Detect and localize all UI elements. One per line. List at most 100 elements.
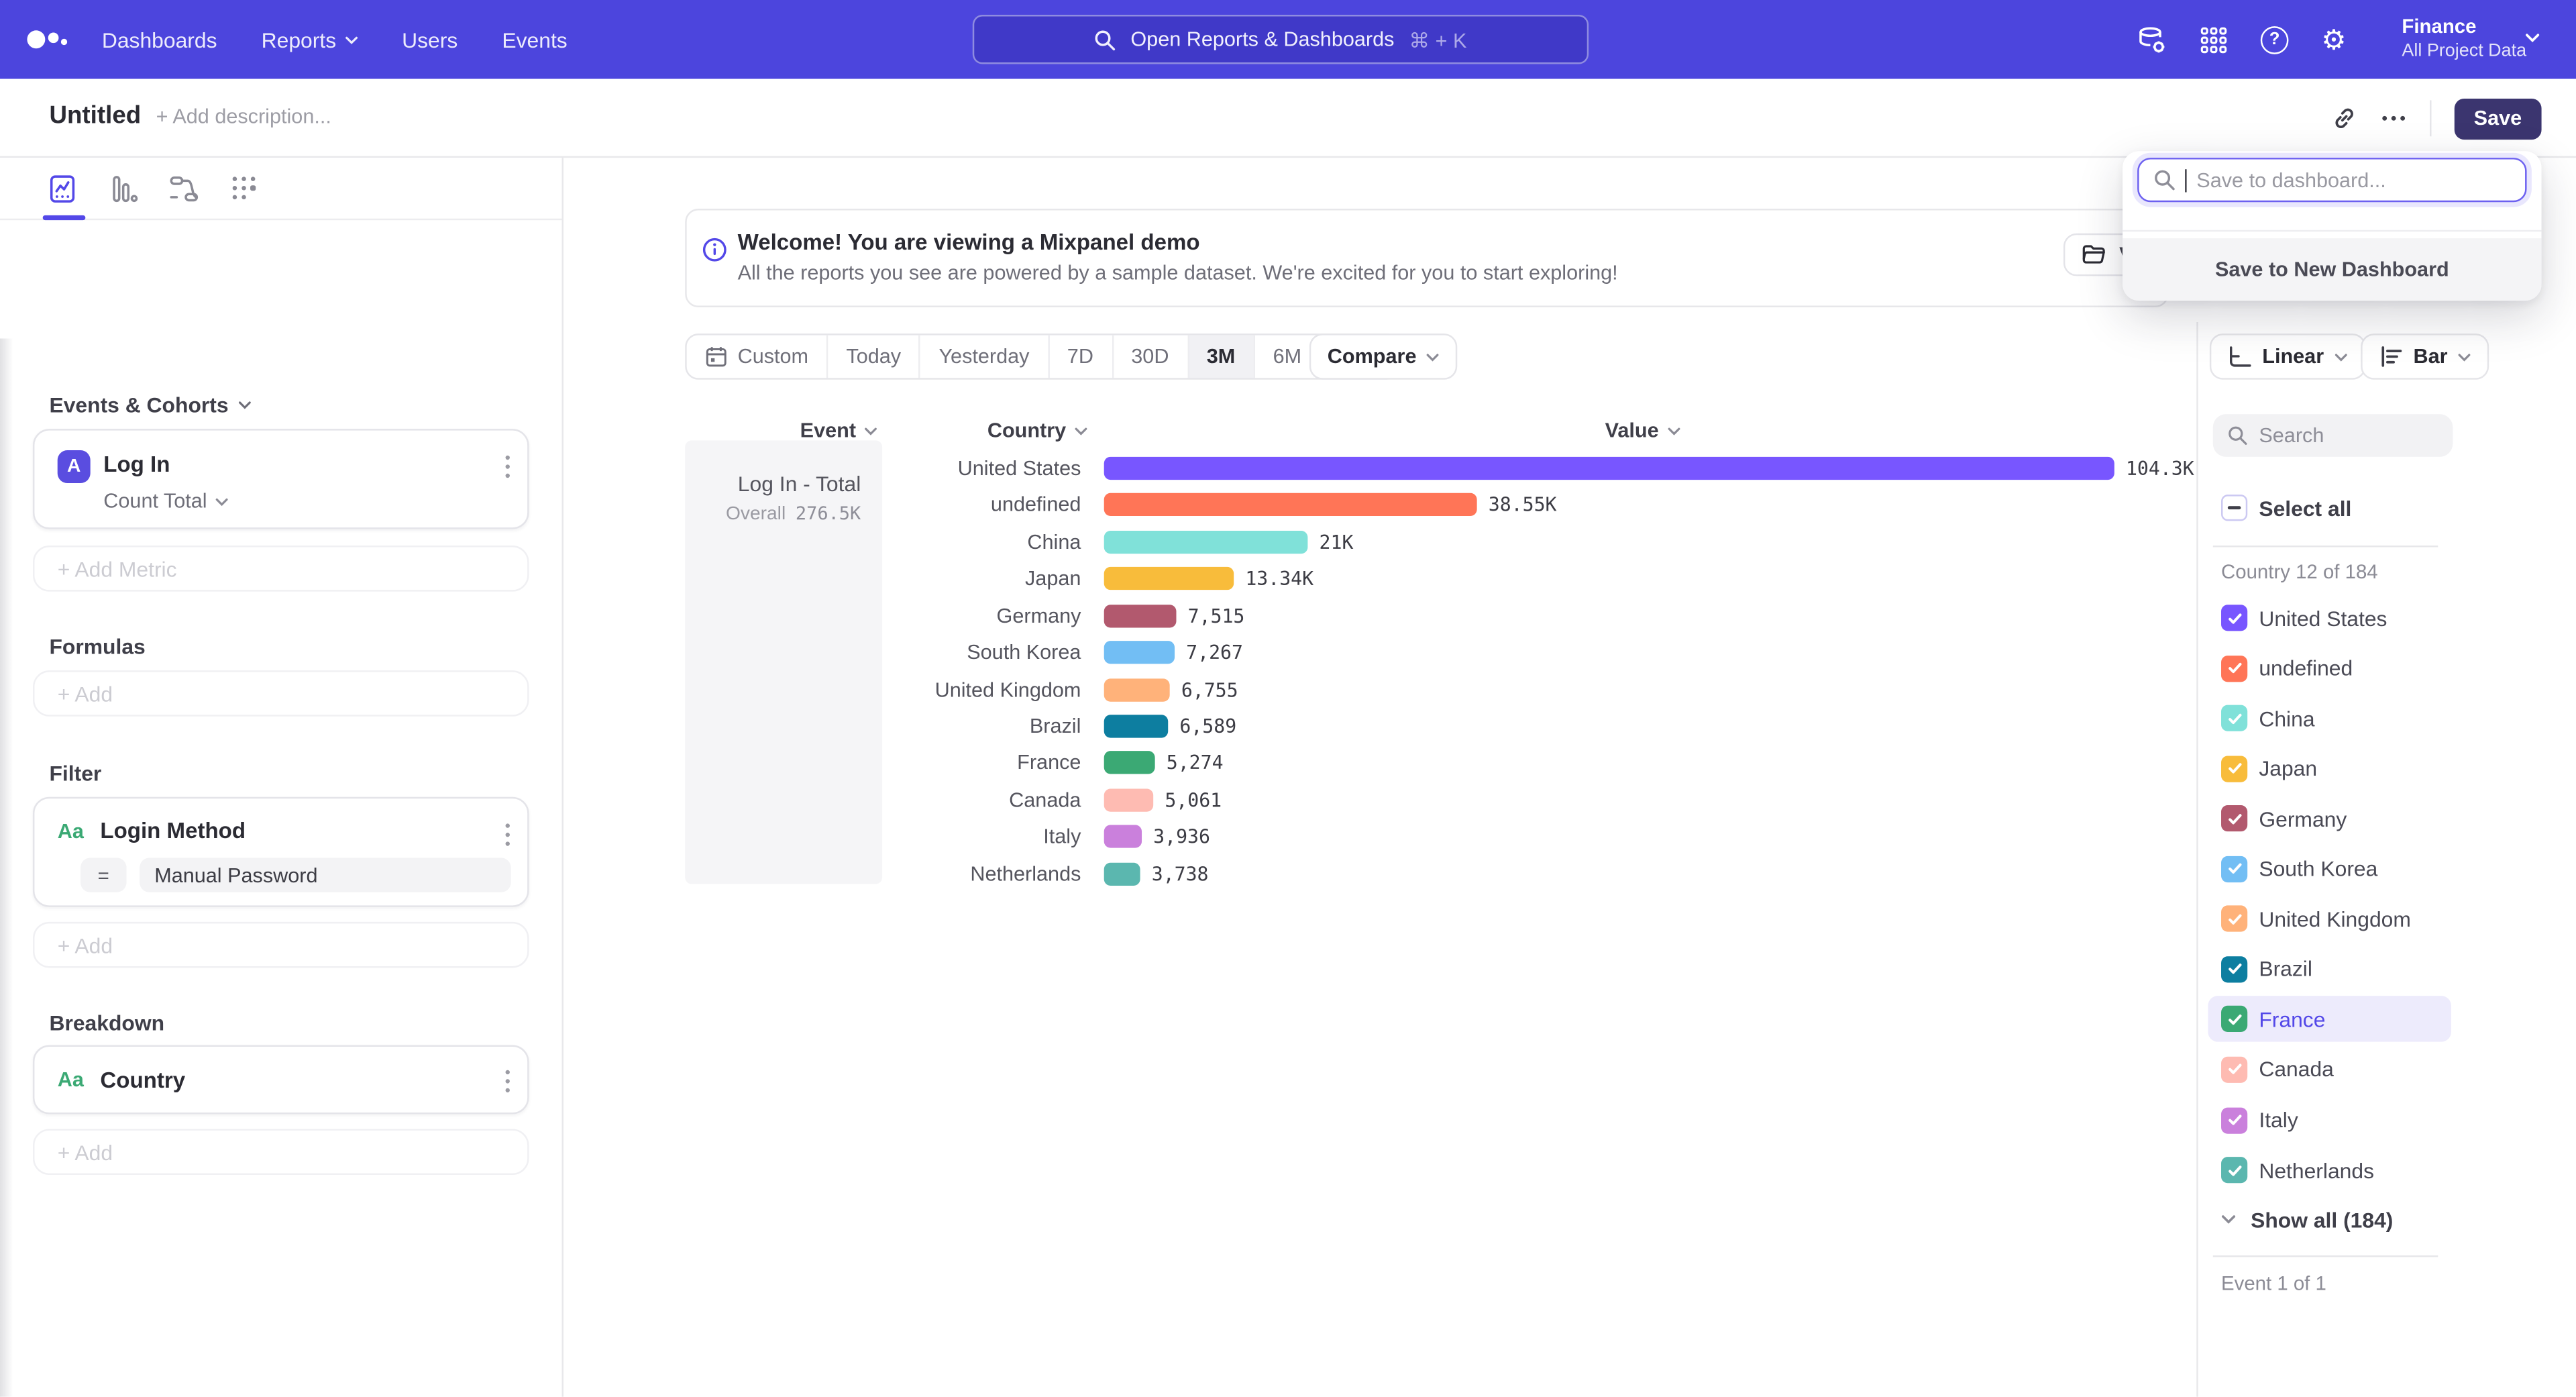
bar-brazil[interactable] <box>1104 715 1169 737</box>
checkbox-brazil[interactable] <box>2221 956 2247 982</box>
add-filter-button[interactable]: + Add <box>33 922 529 968</box>
aggregation-dropdown[interactable]: Count Total <box>103 490 228 513</box>
events-cohorts-header[interactable]: Events & Cohorts <box>49 393 251 417</box>
bar-netherlands[interactable] <box>1104 862 1140 885</box>
legend-search-input[interactable] <box>2259 424 2423 447</box>
nav-reports[interactable]: Reports <box>262 27 358 52</box>
filter-value[interactable]: Manual Password <box>140 858 511 892</box>
bar-south-korea[interactable] <box>1104 641 1175 664</box>
data-management-icon[interactable] <box>2136 24 2167 56</box>
tab-retention-icon[interactable] <box>228 172 261 205</box>
settings-gear-icon[interactable] <box>2321 25 2346 54</box>
checkbox-united-states[interactable] <box>2221 605 2247 631</box>
date-option-3m[interactable]: 3M <box>1187 335 1253 378</box>
date-option-7d[interactable]: 7D <box>1047 335 1111 378</box>
tab-insights-icon[interactable] <box>46 172 79 205</box>
legend-item-undefined[interactable]: undefined <box>2208 645 2451 691</box>
bar-canada[interactable] <box>1104 788 1153 811</box>
bar-italy[interactable] <box>1104 825 1142 848</box>
legend-search-field[interactable] <box>2213 414 2453 457</box>
add-description-field[interactable]: + Add description... <box>156 105 331 128</box>
apps-grid-icon[interactable] <box>2200 25 2228 54</box>
more-options-icon[interactable] <box>2380 115 2406 121</box>
column-header-event[interactable]: Event <box>800 419 877 442</box>
nav-dashboards[interactable]: Dashboards <box>102 27 217 52</box>
filter-kebab-icon[interactable] <box>504 821 511 847</box>
breakdown-property-name[interactable]: Country <box>100 1068 185 1093</box>
legend-item-china[interactable]: China <box>2208 695 2451 741</box>
divider <box>2123 230 2541 231</box>
legend-item-united-kingdom[interactable]: United Kingdom <box>2208 896 2451 942</box>
bar-united-kingdom[interactable] <box>1104 678 1170 701</box>
legend-item-canada[interactable]: Canada <box>2208 1047 2451 1093</box>
nav-users[interactable]: Users <box>402 27 458 52</box>
bar-germany[interactable] <box>1104 604 1177 627</box>
chart-type-dropdown[interactable]: Bar <box>2361 333 2489 380</box>
overall-label: Overall <box>726 505 786 524</box>
checkbox-france[interactable] <box>2221 1006 2247 1033</box>
column-header-country[interactable]: Country <box>987 419 1087 442</box>
date-option-30d[interactable]: 30D <box>1112 335 1187 378</box>
checkbox-canada[interactable] <box>2221 1057 2247 1083</box>
legend-item-united-states[interactable]: United States <box>2208 595 2451 641</box>
tab-flows-icon[interactable] <box>168 172 201 205</box>
legend-item-south-korea[interactable]: South Korea <box>2208 846 2451 892</box>
checkbox-netherlands[interactable] <box>2221 1157 2247 1183</box>
date-option-custom[interactable]: Custom <box>687 335 826 378</box>
bar-japan[interactable] <box>1104 568 1234 590</box>
mixpanel-logo-icon[interactable] <box>23 25 78 54</box>
help-icon[interactable] <box>2261 25 2289 54</box>
date-option-yesterday[interactable]: Yesterday <box>919 335 1047 378</box>
bar-china[interactable] <box>1104 531 1308 554</box>
report-title[interactable]: Untitled <box>49 102 141 130</box>
bar-category-label: undefined <box>859 492 1081 518</box>
add-formula-button[interactable]: + Add <box>33 670 529 717</box>
legend-item-japan[interactable]: Japan <box>2208 745 2451 792</box>
metric-card[interactable]: A Log In Count Total <box>33 429 529 529</box>
checkbox-italy[interactable] <box>2221 1106 2247 1133</box>
project-selector[interactable]: Finance All Project Data <box>2402 13 2526 64</box>
event-series-name: Log In - Total <box>738 472 861 497</box>
legend-item-france[interactable]: France <box>2208 996 2451 1043</box>
bar-category-label: United Kingdom <box>859 676 1081 703</box>
checkbox-undefined[interactable] <box>2221 655 2247 681</box>
checkbox-south-korea[interactable] <box>2221 856 2247 882</box>
checkbox-germany[interactable] <box>2221 805 2247 831</box>
column-header-value[interactable]: Value <box>1605 419 1680 442</box>
legend-item-netherlands[interactable]: Netherlands <box>2208 1147 2451 1194</box>
breakdown-kebab-icon[interactable] <box>504 1068 511 1094</box>
filter-operator[interactable]: = <box>80 858 127 892</box>
metric-kebab-icon[interactable] <box>504 454 511 480</box>
checkbox-japan[interactable] <box>2221 756 2247 782</box>
checkbox-united-kingdom[interactable] <box>2221 906 2247 932</box>
nav-events[interactable]: Events <box>502 27 567 52</box>
save-button[interactable]: Save <box>2454 98 2541 139</box>
filter-property-name[interactable]: Login Method <box>100 819 246 843</box>
tab-funnels-icon[interactable] <box>107 172 140 205</box>
bar-france[interactable] <box>1104 752 1155 774</box>
compare-button[interactable]: Compare <box>1309 333 1458 380</box>
project-chevron-down-icon[interactable] <box>2525 33 2540 43</box>
legend-item-brazil[interactable]: Brazil <box>2208 946 2451 992</box>
filter-card[interactable]: Aa Login Method = Manual Password <box>33 797 529 907</box>
breakdown-card[interactable]: Aa Country <box>33 1045 529 1115</box>
bar-united-states[interactable] <box>1104 457 2114 480</box>
bar-undefined[interactable] <box>1104 494 1477 517</box>
copy-link-icon[interactable] <box>2331 105 2357 132</box>
select-all-row[interactable]: Select all <box>2208 484 2451 531</box>
global-search-button[interactable]: Open Reports & Dashboards ⌘ + K <box>973 15 1589 64</box>
add-breakdown-button[interactable]: + Add <box>33 1129 529 1175</box>
bar-value-label: 104.3K <box>2126 455 2194 481</box>
dashboard-search-field[interactable] <box>2137 158 2526 202</box>
show-all-button[interactable]: Show all (184) <box>2208 1196 2451 1243</box>
metric-event-name[interactable]: Log In <box>103 452 170 476</box>
scale-dropdown[interactable]: Linear <box>2210 333 2365 380</box>
save-to-new-dashboard-option[interactable]: Save to New Dashboard <box>2123 238 2541 301</box>
legend-item-italy[interactable]: Italy <box>2208 1097 2451 1143</box>
checkbox-china[interactable] <box>2221 705 2247 731</box>
select-all-checkbox[interactable] <box>2221 495 2247 521</box>
date-option-today[interactable]: Today <box>826 335 919 378</box>
legend-item-germany[interactable]: Germany <box>2208 796 2451 842</box>
add-metric-button[interactable]: + Add Metric <box>33 546 529 592</box>
dashboard-search-input[interactable] <box>2196 168 2525 191</box>
